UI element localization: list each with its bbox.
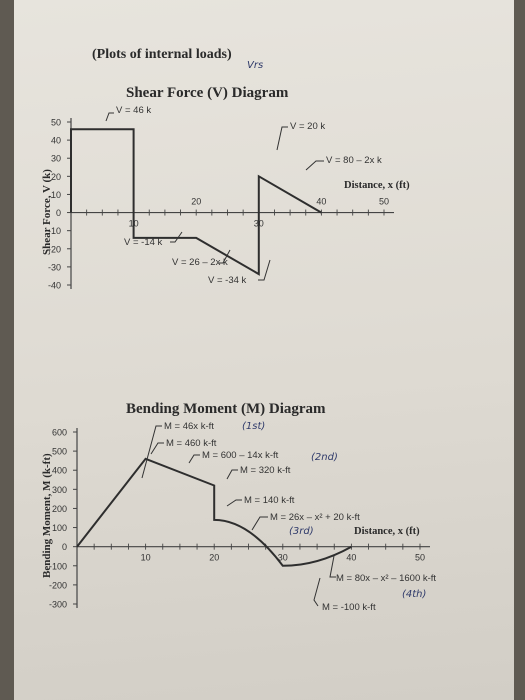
m-ytick-label: -300 [49, 600, 67, 610]
shear-chart: Shear Force, V (k) 50 40 30 20 10 0 -10 -20 -30 -… [41, 105, 410, 291]
s-ytick-label: 10 [51, 190, 61, 200]
hand-note-3rd: (3rd) [289, 526, 314, 537]
annot-v20: V = 20 k [290, 121, 325, 132]
leader-m26x [251, 516, 268, 531]
m-xtick-label: 40 [346, 553, 356, 563]
annot-m80x: M = 80x – x² – 1600 k-ft [336, 573, 436, 584]
m-ytick-label: 400 [52, 466, 67, 476]
s-ytick-label: 30 [51, 154, 61, 164]
moment-xlabel: Distance, x (ft) [354, 526, 420, 537]
m-ytick-label: -200 [49, 580, 67, 590]
leader-m460 [150, 442, 164, 455]
leader-vm14 [170, 231, 183, 243]
m-xtick-label: 10 [141, 553, 151, 563]
annot-vm34: V = -34 k [208, 275, 247, 286]
shear-title: Shear Force (V) Diagram [126, 85, 289, 101]
leader-m600 [188, 454, 200, 464]
s-ytick-label: -10 [48, 226, 61, 236]
m-ytick-label: 0 [62, 542, 67, 552]
m-ytick-label: -100 [49, 561, 67, 571]
moment-title: Bending Moment (M) Diagram [126, 401, 326, 417]
annot-m320: M = 320 k-ft [240, 465, 291, 476]
s-ytick-label: -40 [48, 281, 61, 291]
moment-chart: Bending Moment, M (k-ft) 600500400300200… [41, 421, 436, 613]
annot-vm14: V = -14 k [124, 237, 163, 248]
leader-m46x [141, 425, 162, 479]
heading-note: Vrs [247, 60, 263, 71]
page-heading: (Plots of internal loads) [92, 47, 232, 62]
s-xtick-label: 20 [191, 197, 201, 207]
annot-mm100: M = -100 k-ft [322, 602, 376, 613]
leader-v80 [305, 160, 324, 171]
hand-note-2nd: (2nd) [311, 452, 338, 463]
moment-curve [76, 457, 352, 567]
annot-v26: V = 26 – 2x k [172, 257, 228, 268]
s-ytick-label: 50 [51, 118, 61, 128]
leader-v46 [105, 112, 114, 122]
annot-m460: M = 460 k-ft [166, 438, 217, 449]
leader-m140 [226, 499, 242, 507]
leader-v26 [219, 249, 231, 264]
leader-mm100 [313, 577, 321, 607]
m-xtick-label: 20 [209, 553, 219, 563]
s-ytick-label: 40 [51, 136, 61, 146]
leader-m80x [329, 555, 336, 578]
m-ytick-label: 500 [52, 447, 67, 457]
annot-m600: M = 600 – 14x k-ft [202, 450, 279, 461]
annot-m140: M = 140 k-ft [244, 495, 295, 506]
hand-note-1st: (1st) [242, 421, 265, 432]
s-xtick-label: 40 [316, 197, 326, 207]
m-ytick-label: 100 [52, 523, 67, 533]
leader-v20 [276, 126, 288, 151]
shear-ylabel: Shear Force, V (k) [41, 169, 53, 255]
m-xtick-label: 50 [415, 553, 425, 563]
annot-m26x: M = 26x – x² + 20 k-ft [270, 512, 360, 523]
paper-sheet: (Plots of internal loads) Vrs Shear Forc… [14, 0, 514, 700]
shear-curve [70, 128, 322, 276]
m-xtick-label: 30 [278, 553, 288, 563]
shear-xlabel: Distance, x (ft) [344, 180, 410, 191]
annot-v80: V = 80 – 2x k [326, 155, 382, 166]
annot-m46x: M = 46x k-ft [164, 421, 214, 432]
s-xtick-label: 50 [379, 197, 389, 207]
leader-m320 [226, 469, 238, 480]
s-ytick-label: -20 [48, 244, 61, 254]
leader-vm34 [258, 259, 271, 281]
m-ytick-label: 200 [52, 504, 67, 514]
hand-note-4th: (4th) [402, 589, 426, 600]
annot-v46: V = 46 k [116, 105, 151, 116]
s-ytick-label: 0 [56, 208, 61, 218]
s-ytick-label: 20 [51, 172, 61, 182]
document-drawing: (Plots of internal loads) Vrs Shear Forc… [41, 47, 436, 613]
moment-ylabel: Bending Moment, M (k-ft) [41, 453, 53, 578]
m-ytick-label: 300 [52, 485, 67, 495]
s-ytick-label: -30 [48, 262, 61, 272]
m-ytick-label: 600 [52, 428, 67, 438]
